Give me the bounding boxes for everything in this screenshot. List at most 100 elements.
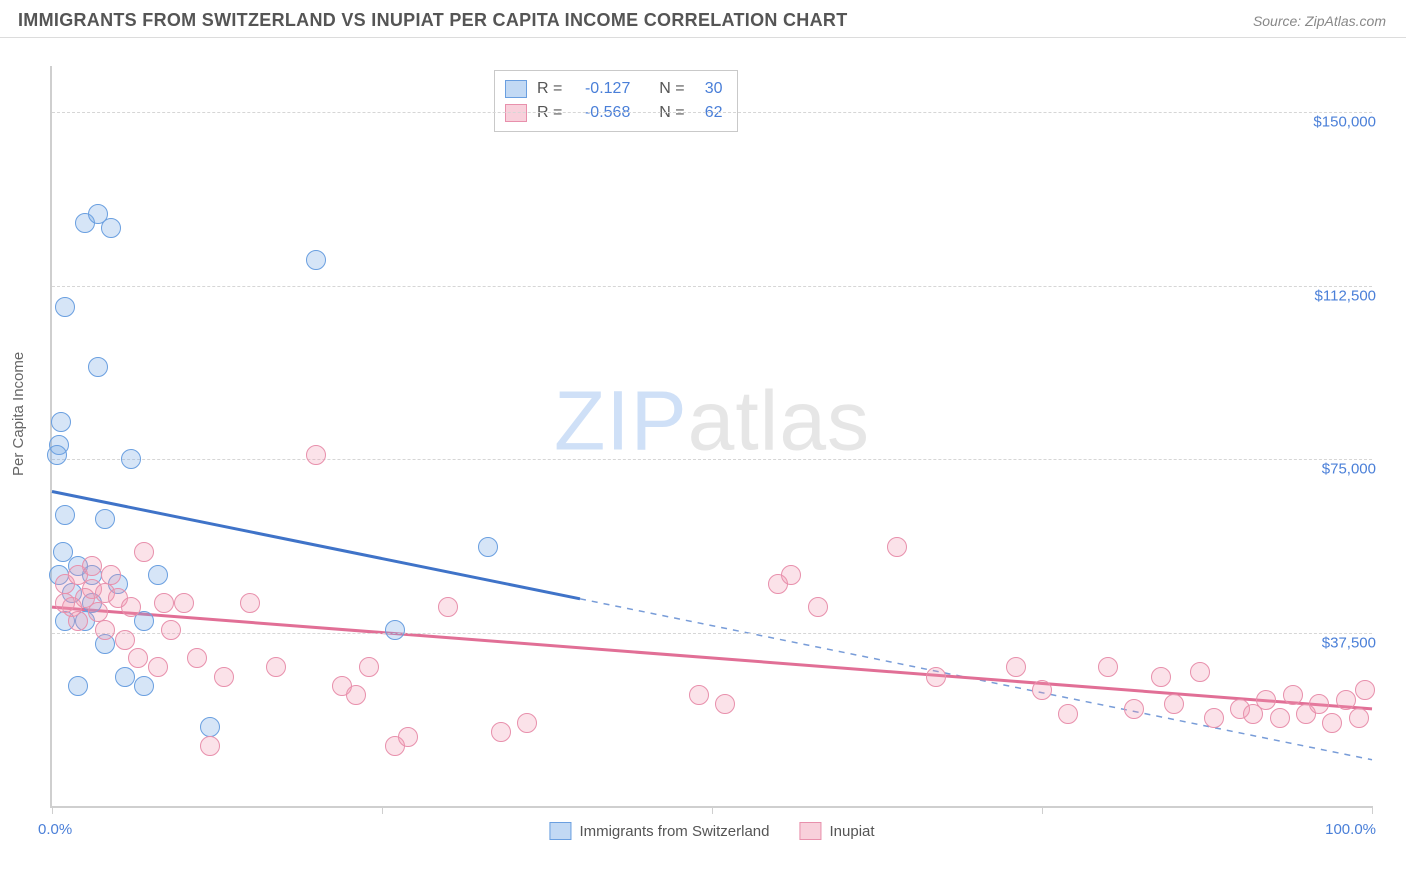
data-point-blue (478, 537, 498, 557)
y-tick-label: $75,000 (1286, 461, 1376, 478)
x-tick (52, 806, 53, 814)
data-point-pink (240, 593, 260, 613)
y-tick-label: $112,500 (1286, 287, 1376, 304)
data-point-pink (359, 657, 379, 677)
data-point-pink (1283, 685, 1303, 705)
data-point-pink (154, 593, 174, 613)
data-point-pink (200, 736, 220, 756)
data-point-pink (1032, 680, 1052, 700)
y-tick-label: $37,500 (1286, 634, 1376, 651)
data-point-pink (1164, 694, 1184, 714)
stats-legend: R = -0.127 N = 30 R = -0.568 N = 62 (494, 70, 738, 132)
data-point-pink (101, 565, 121, 585)
data-point-pink (491, 722, 511, 742)
data-point-pink (55, 593, 75, 613)
stats-row-blue: R = -0.127 N = 30 (505, 77, 723, 101)
legend-item-blue: Immigrants from Switzerland (549, 822, 769, 840)
data-point-blue (306, 250, 326, 270)
data-point-blue (55, 297, 75, 317)
x-axis-label-min: 0.0% (38, 821, 72, 838)
data-point-pink (1349, 708, 1369, 728)
data-point-pink (214, 667, 234, 687)
gridline-h (52, 633, 1372, 634)
data-point-pink (1204, 708, 1224, 728)
x-tick (1372, 806, 1373, 814)
data-point-blue (68, 676, 88, 696)
gridline-h (52, 286, 1372, 287)
data-point-pink (1270, 708, 1290, 728)
gridline-h (52, 112, 1372, 113)
legend-swatch-blue-icon (549, 822, 571, 840)
data-point-blue (134, 676, 154, 696)
data-point-pink (715, 694, 735, 714)
data-point-pink (1151, 667, 1171, 687)
data-point-blue (148, 565, 168, 585)
data-point-blue (55, 505, 75, 525)
data-point-blue (385, 620, 405, 640)
legend-label-blue: Immigrants from Switzerland (579, 823, 769, 840)
regression-line-blue (52, 492, 580, 599)
source-label: Source: (1253, 13, 1305, 29)
chart-source: Source: ZipAtlas.com (1253, 13, 1386, 29)
legend-swatch-pink-icon (800, 822, 822, 840)
data-point-pink (128, 648, 148, 668)
x-tick (712, 806, 713, 814)
bottom-legend: Immigrants from Switzerland Inupiat (549, 822, 874, 840)
data-point-blue (88, 357, 108, 377)
data-point-pink (95, 620, 115, 640)
data-point-blue (200, 717, 220, 737)
data-point-pink (926, 667, 946, 687)
y-tick-label: $150,000 (1286, 114, 1376, 131)
x-tick (382, 806, 383, 814)
data-point-pink (346, 685, 366, 705)
data-point-blue (101, 218, 121, 238)
data-point-pink (266, 657, 286, 677)
n-value-blue: 30 (695, 80, 723, 98)
plot-region: ZIPatlas R = -0.127 N = 30 R = -0.568 N … (50, 66, 1372, 808)
legend-label-pink: Inupiat (830, 823, 875, 840)
chart-area: Per Capita Income ZIPatlas R = -0.127 N … (0, 46, 1406, 892)
data-point-blue (51, 412, 71, 432)
r-value-blue: -0.127 (572, 80, 630, 98)
data-point-blue (115, 667, 135, 687)
data-point-pink (1322, 713, 1342, 733)
x-axis-label-max: 100.0% (1325, 821, 1376, 838)
x-tick (1042, 806, 1043, 814)
data-point-pink (121, 597, 141, 617)
data-point-pink (781, 565, 801, 585)
data-point-pink (887, 537, 907, 557)
data-point-pink (1058, 704, 1078, 724)
data-point-pink (115, 630, 135, 650)
data-point-pink (438, 597, 458, 617)
data-point-pink (187, 648, 207, 668)
data-point-pink (82, 556, 102, 576)
data-point-pink (1309, 694, 1329, 714)
data-point-pink (689, 685, 709, 705)
data-point-pink (1256, 690, 1276, 710)
swatch-blue-icon (505, 80, 527, 98)
data-point-pink (88, 602, 108, 622)
data-point-pink (808, 597, 828, 617)
source-name: ZipAtlas.com (1305, 13, 1386, 29)
data-point-pink (174, 593, 194, 613)
data-point-pink (306, 445, 326, 465)
data-point-pink (161, 620, 181, 640)
data-point-pink (68, 611, 88, 631)
data-point-blue (121, 449, 141, 469)
y-axis-title: Per Capita Income (10, 352, 27, 476)
legend-item-pink: Inupiat (800, 822, 875, 840)
r-label: R = (537, 80, 562, 98)
data-point-blue (47, 445, 67, 465)
data-point-pink (134, 542, 154, 562)
data-point-pink (148, 657, 168, 677)
data-point-pink (398, 727, 418, 747)
data-point-pink (1098, 657, 1118, 677)
data-point-blue (95, 509, 115, 529)
chart-title: IMMIGRANTS FROM SWITZERLAND VS INUPIAT P… (18, 10, 848, 31)
n-label: N = (659, 80, 684, 98)
data-point-pink (1006, 657, 1026, 677)
chart-header: IMMIGRANTS FROM SWITZERLAND VS INUPIAT P… (0, 0, 1406, 38)
data-point-pink (1336, 690, 1356, 710)
data-point-pink (1190, 662, 1210, 682)
data-point-pink (1124, 699, 1144, 719)
